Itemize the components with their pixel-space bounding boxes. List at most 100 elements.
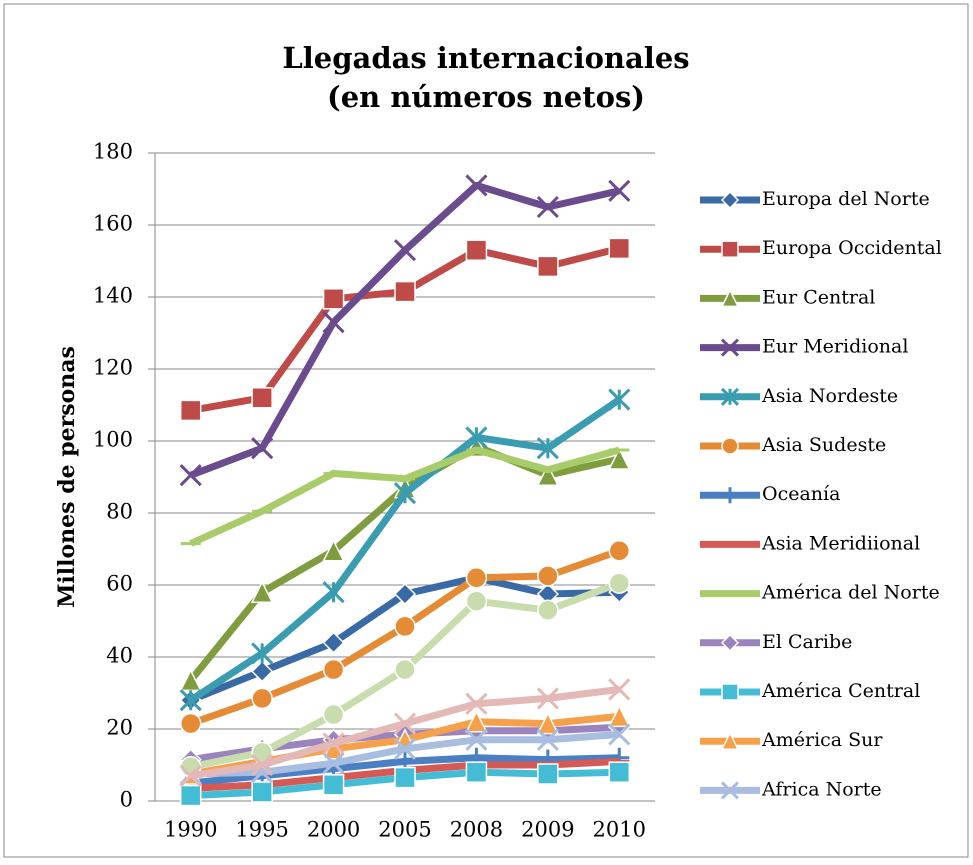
legend-label: Asia Meridiional — [761, 532, 920, 554]
marker — [322, 631, 345, 654]
marker — [393, 482, 417, 505]
marker — [179, 464, 202, 487]
legend-label: Europa del Norte — [762, 188, 930, 210]
marker — [720, 781, 740, 800]
marker — [179, 689, 202, 712]
marker — [322, 703, 345, 726]
y-tick-label: 120 — [93, 356, 133, 380]
marker — [251, 642, 274, 665]
marker — [322, 658, 345, 681]
y-tick-label: 160 — [93, 212, 133, 236]
legend-label: América Sur — [761, 729, 883, 751]
x-tick-label: 2000 — [307, 818, 360, 842]
marker — [536, 463, 560, 486]
marker — [179, 712, 202, 735]
marker — [465, 761, 488, 783]
legend-label: Eur Central — [762, 286, 875, 308]
legend-label: Europa Occidental — [762, 237, 942, 259]
marker — [394, 766, 416, 789]
marker — [608, 704, 631, 728]
marker — [393, 582, 417, 606]
x-tick-label: 1995 — [235, 818, 288, 842]
legend-label: Africa Norte — [761, 778, 882, 800]
marker — [720, 190, 740, 210]
marker — [465, 174, 488, 197]
marker — [537, 763, 559, 785]
x-tick-label: 1990 — [164, 818, 217, 842]
marker — [720, 288, 740, 308]
y-tick-label: 100 — [93, 428, 133, 452]
marker — [322, 774, 345, 796]
legend-label: El Caribe — [762, 631, 852, 653]
marker — [608, 540, 631, 562]
marker — [720, 633, 740, 652]
y-tick-label: 20 — [106, 716, 133, 740]
legend-label: Asia Nordeste — [761, 385, 898, 407]
marker — [536, 437, 559, 460]
marker — [394, 280, 416, 303]
marker — [722, 487, 738, 504]
marker — [393, 239, 417, 262]
y-tick-label: 60 — [106, 572, 133, 596]
marker — [251, 687, 273, 710]
marker — [465, 692, 488, 715]
marker — [608, 388, 631, 411]
marker — [721, 437, 739, 455]
marker — [537, 255, 559, 278]
marker — [322, 311, 345, 334]
x-tick-label: 2008 — [450, 818, 503, 842]
marker — [536, 687, 559, 710]
marker — [536, 711, 560, 735]
marker — [251, 660, 274, 683]
marker — [720, 731, 740, 750]
y-axis-label: Millones de personas — [54, 346, 80, 608]
marker — [322, 288, 345, 310]
marker — [608, 761, 631, 783]
marker — [322, 539, 345, 562]
marker — [179, 784, 202, 807]
x-tick-label: 2009 — [521, 818, 574, 842]
marker — [608, 179, 631, 202]
chart-border — [3, 3, 969, 858]
marker — [251, 753, 274, 777]
marker — [465, 567, 488, 589]
y-tick-label: 80 — [106, 500, 133, 524]
marker — [393, 737, 417, 760]
marker — [393, 712, 417, 735]
marker — [322, 732, 345, 755]
marker — [465, 426, 488, 449]
marker — [536, 195, 559, 219]
marker — [322, 752, 345, 775]
marker — [721, 683, 739, 701]
legend-label: Oceanía — [762, 483, 840, 505]
marker — [179, 399, 202, 422]
y-tick-label: 40 — [106, 644, 133, 668]
marker — [250, 580, 274, 603]
marker — [608, 723, 631, 746]
y-tick-label: 0 — [120, 788, 133, 812]
legend-label: Asia Sudeste — [761, 434, 886, 456]
marker — [322, 581, 345, 604]
marker — [536, 728, 559, 751]
marker — [608, 447, 631, 470]
x-tick-label: 2005 — [378, 818, 431, 842]
marker — [251, 437, 274, 460]
marker — [720, 338, 740, 357]
marker — [465, 710, 488, 733]
marker — [608, 678, 631, 701]
x-tick-label: 2010 — [593, 818, 646, 842]
chart-subtitle: (en números netos) — [327, 80, 645, 114]
marker — [465, 728, 488, 751]
legend-label: América Central — [761, 680, 920, 702]
marker — [394, 615, 416, 638]
marker — [179, 764, 202, 787]
y-tick-label: 140 — [93, 284, 133, 308]
marker — [608, 237, 631, 260]
legend-label: América del Norte — [761, 582, 940, 604]
marker — [721, 240, 739, 258]
marker — [465, 590, 488, 612]
marker — [251, 387, 273, 409]
marker — [537, 565, 559, 587]
chart-title: Llegadas internacionales — [282, 41, 689, 75]
marker — [608, 572, 631, 594]
